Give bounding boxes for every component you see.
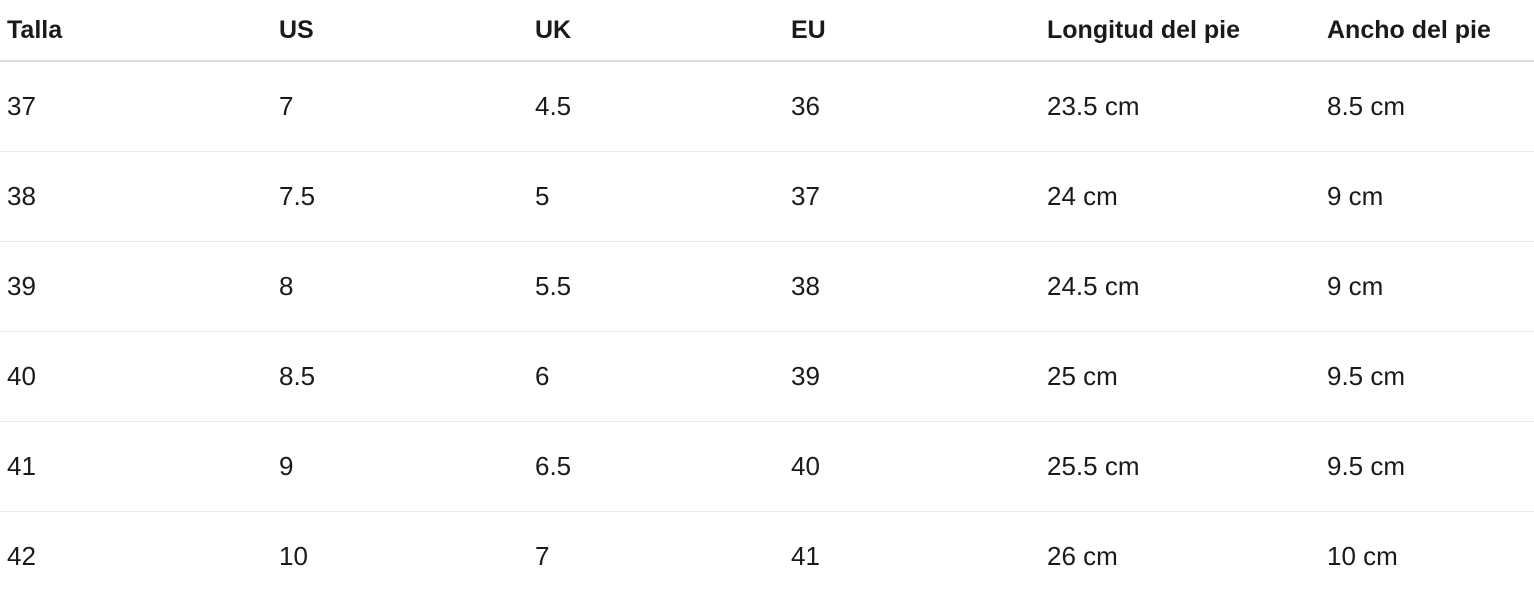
table-cell: 8 xyxy=(279,271,294,301)
header-cell: Talla xyxy=(7,15,63,44)
table-cell: 9.5 cm xyxy=(1327,361,1406,391)
table-cell: 10 cm xyxy=(1327,541,1398,571)
table-cell: 9 cm xyxy=(1327,181,1384,211)
table-row: 41 9 6.5 40 25.5 cm 9.5 cm xyxy=(0,422,1534,512)
table-row: 39 8 5.5 38 24.5 cm 9 cm xyxy=(0,242,1534,332)
table-cell: 4.5 xyxy=(535,91,572,121)
header-cell: Longitud del pie xyxy=(1047,15,1241,44)
table-cell: 25.5 cm xyxy=(1047,451,1140,481)
table-row: 42 10 7 41 26 cm 10 cm xyxy=(0,512,1534,601)
table-cell: 24 cm xyxy=(1047,181,1118,211)
header-cell: UK xyxy=(535,15,572,44)
table-cell: 38 xyxy=(7,181,36,211)
table-cell: 37 xyxy=(791,181,820,211)
table-cell: 41 xyxy=(7,451,36,481)
table-cell: 40 xyxy=(791,451,820,481)
table-cell: 5 xyxy=(535,181,550,211)
table-cell: 26 cm xyxy=(1047,541,1118,571)
table-cell: 39 xyxy=(791,361,820,391)
table-cell: 25 cm xyxy=(1047,361,1118,391)
table-cell: 9.5 cm xyxy=(1327,451,1406,481)
table-cell: 37 xyxy=(7,91,36,121)
table-cell: 7 xyxy=(535,541,550,571)
header-cell: EU xyxy=(791,15,826,44)
table-cell: 9 xyxy=(279,451,294,481)
table-cell: 41 xyxy=(791,541,820,571)
table-row: 37 7 4.5 36 23.5 cm 8.5 cm xyxy=(0,62,1534,152)
table-cell: 8.5 xyxy=(279,361,316,391)
table-cell: 24.5 cm xyxy=(1047,271,1140,301)
table-cell: 6 xyxy=(535,361,550,391)
table-row: 38 7.5 5 37 24 cm 9 cm xyxy=(0,152,1534,242)
table-cell: 23.5 cm xyxy=(1047,91,1140,121)
table-cell: 42 xyxy=(7,541,36,571)
header-row: Talla US UK EU Longitud del pie Ancho del pie xyxy=(0,0,1534,62)
table-cell: 9 cm xyxy=(1327,271,1384,301)
header-cell: US xyxy=(279,15,314,44)
table-row: 40 8.5 6 39 25 cm 9.5 cm xyxy=(0,332,1534,422)
header-cell: Ancho del pie xyxy=(1327,15,1491,44)
table-cell: 7 xyxy=(279,91,294,121)
table-cell: 10 xyxy=(279,541,308,571)
table-cell: 39 xyxy=(7,271,36,301)
table-cell: 36 xyxy=(791,91,820,121)
table-cell: 6.5 xyxy=(535,451,572,481)
table-cell: 40 xyxy=(7,361,36,391)
table-cell: 7.5 xyxy=(279,181,316,211)
table-cell: 5.5 xyxy=(535,271,572,301)
table-cell: 38 xyxy=(791,271,820,301)
table-cell: 8.5 cm xyxy=(1327,91,1406,121)
